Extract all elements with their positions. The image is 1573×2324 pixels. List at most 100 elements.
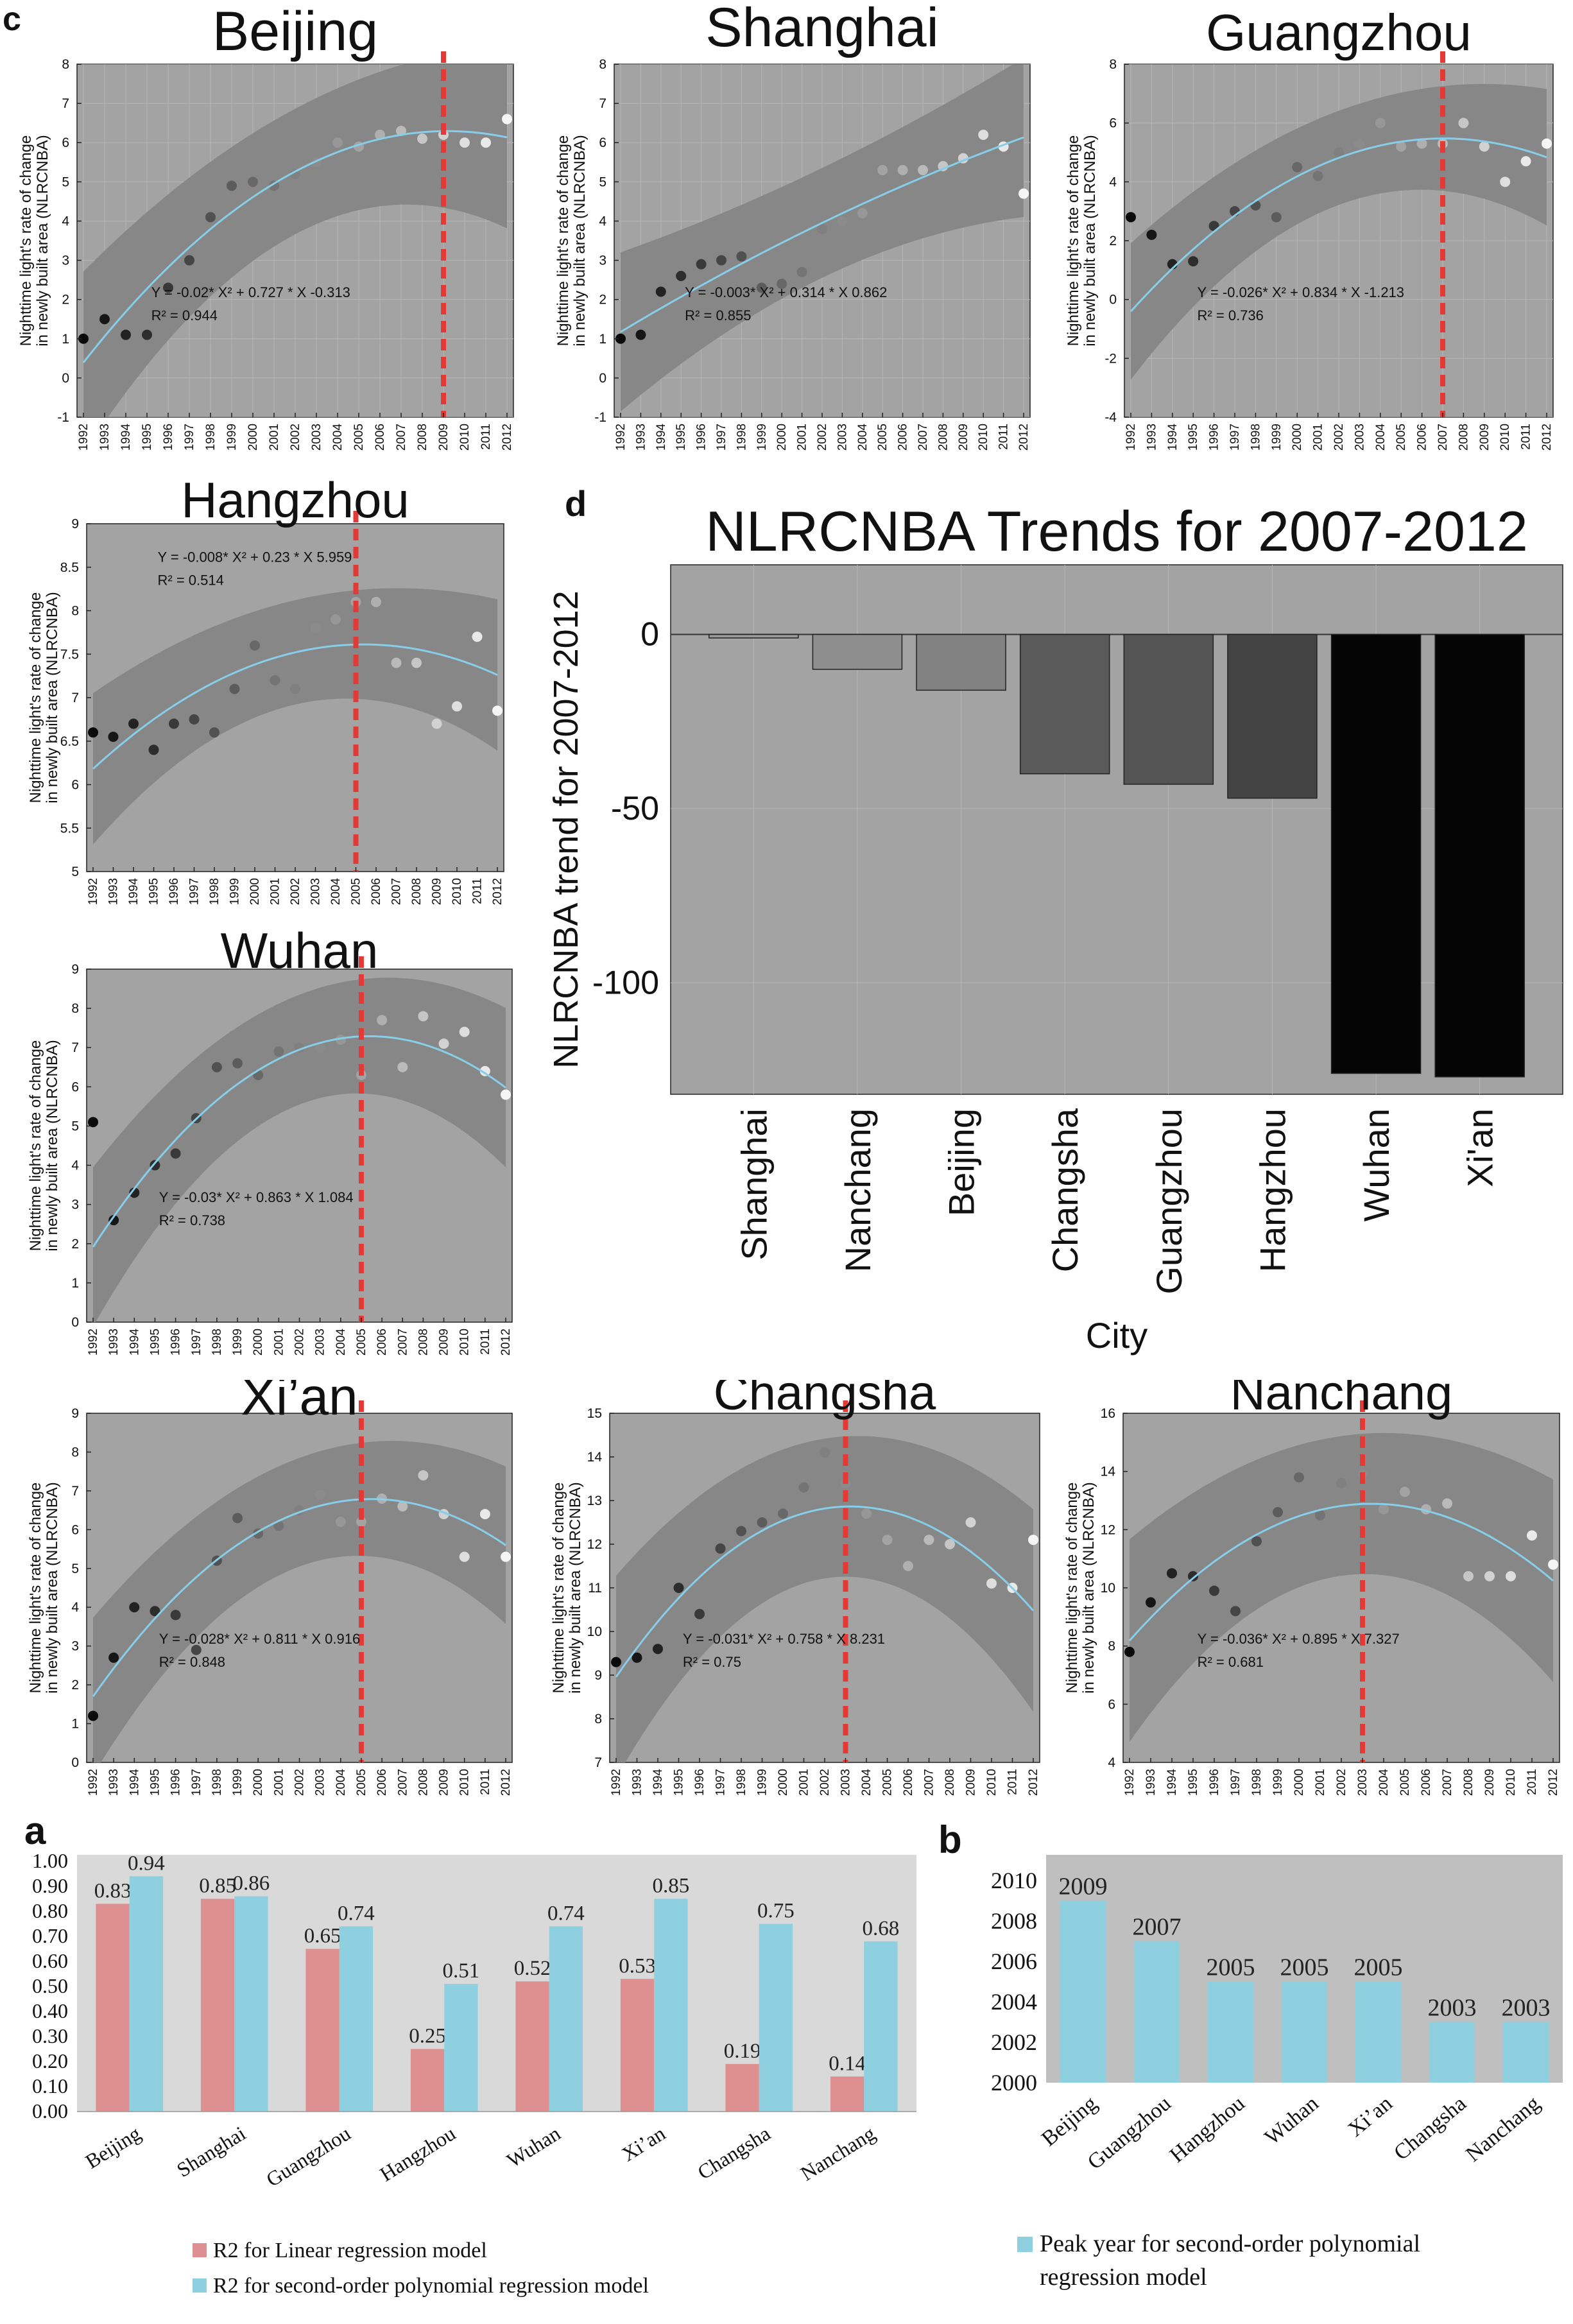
changsha-equation: Y = -0.031* X² + 0.758 * X 8.231 [683, 1631, 885, 1647]
hangzhou-x-tick-label: 1996 [168, 878, 181, 905]
nanchang-data-point [1167, 1568, 1177, 1579]
r2-data-label: 0.19 [724, 2040, 761, 2063]
beijing-data-point [227, 180, 237, 191]
shanghai-x-tick-label: 1997 [715, 424, 728, 451]
changsha-x-tick-label: 2011 [1006, 1769, 1020, 1795]
wuhan-y-tick-label: 3 [71, 1198, 79, 1212]
beijing-data-point [205, 212, 216, 223]
hangzhou-x-tick-label: 1998 [208, 878, 221, 905]
beijing-x-tick-label: 1997 [183, 424, 196, 451]
wuhan-equation: Y = -0.03* X² + 0.863 * X 1.084 [159, 1189, 354, 1205]
nanchang-data-point [1146, 1597, 1156, 1608]
hangzhou-x-tick-label: 2011 [471, 878, 485, 904]
changsha-data-point [757, 1517, 768, 1528]
xian-data-point [129, 1602, 140, 1613]
shanghai-x-tick-label: 1996 [695, 424, 709, 451]
guangzhou-plot-layer [1124, 64, 1553, 417]
r2-x-tick-label: Hangzhou [375, 2121, 460, 2185]
trends-bar [1330, 633, 1422, 1074]
shanghai-y-axis-label: Nighttime light's rate of change [554, 135, 572, 347]
changsha-data-point [1028, 1535, 1038, 1545]
r2-y-tick-label: 0.20 [32, 2049, 68, 2072]
xian-data-point [459, 1551, 470, 1562]
changsha-data-point [924, 1535, 934, 1545]
wuhan-data-point [211, 1062, 222, 1072]
trends-x-tick-label: Hangzhou [1252, 1108, 1293, 1272]
panel-letter-d: d [565, 483, 587, 524]
guangzhou-x-tick-label: 1993 [1145, 424, 1158, 451]
xian-y-axis-label: in newly built area (NLRCNBA) [44, 1482, 61, 1693]
hangzhou-y-tick-label: 6.5 [60, 734, 79, 749]
shanghai-y-axis-label: in newly built area (NLRCNBA) [571, 135, 589, 346]
shanghai-data-point [857, 208, 868, 219]
hangzhou-data-point [270, 675, 280, 685]
nanchang-x-tick-label: 2009 [1483, 1769, 1497, 1796]
hangzhou-x-tick-label: 2004 [329, 878, 343, 906]
r2-poly-bar [444, 1984, 478, 2112]
hangzhou-data-point [250, 640, 260, 651]
shanghai-data-point [635, 329, 646, 340]
shanghai-y-tick-label: 1 [599, 332, 606, 347]
peak-y-tick-label: 2006 [991, 1949, 1037, 1974]
wuhan-x-tick-label: 2001 [272, 1329, 286, 1356]
guangzhou-x-tick-label: 1994 [1166, 424, 1180, 451]
guangzhou-x-tick-label: 1995 [1187, 424, 1200, 451]
hangzhou-y-tick-label: 5 [71, 865, 79, 879]
nanchang-data-point [1273, 1507, 1283, 1518]
hangzhou-x-tick-label: 1994 [127, 878, 141, 906]
shanghai-y-tick-label: 8 [599, 57, 606, 72]
peak-x-tick-label: Beijing [1037, 2092, 1101, 2151]
r2-legend-label: R2 for second-order polynomial regressio… [213, 2274, 649, 2298]
r2-data-label: 0.94 [128, 1852, 165, 1875]
peak-data-label: 2007 [1133, 1914, 1182, 1941]
nanchang-data-point [1400, 1486, 1410, 1497]
peak-bar [1207, 1981, 1254, 2083]
nanchang-x-tick-label: 2003 [1356, 1769, 1370, 1796]
r2-data-label: 0.14 [829, 2052, 866, 2075]
hangzhou-x-tick-label: 2003 [309, 878, 323, 905]
r2-data-label: 0.85 [199, 1875, 236, 1898]
r2-data-label: 0.25 [409, 2025, 446, 2048]
wuhan-x-tick-label: 1993 [107, 1329, 121, 1356]
r2-data-label: 0.52 [514, 1957, 551, 1980]
guangzhou-x-tick-label: 2008 [1457, 424, 1470, 451]
guangzhou-data-point [1312, 171, 1323, 182]
changsha-x-tick-label: 2005 [881, 1769, 895, 1796]
beijing-y-tick-label: 3 [62, 254, 69, 268]
xian-y-axis-label: Nighttime light's rate of change [27, 1483, 44, 1694]
hangzhou-y-tick-label: 7.5 [60, 647, 79, 662]
shanghai-x-tick-label: 1994 [655, 424, 668, 451]
guangzhou-data-point [1354, 138, 1365, 149]
xian-x-tick-label: 1995 [148, 1769, 162, 1796]
hangzhou-x-tick-label: 2001 [269, 878, 282, 905]
beijing-x-tick-label: 2012 [501, 424, 514, 451]
wuhan-data-point [88, 1117, 98, 1128]
xian-x-tick-label: 1997 [190, 1769, 203, 1796]
beijing-x-tick-label: 2002 [289, 424, 302, 451]
beijing-fit-line [82, 130, 508, 363]
beijing-x-tick-label: 1992 [77, 424, 90, 451]
wuhan-data-point [129, 1187, 140, 1198]
guangzhou-x-tick-label: 2002 [1332, 424, 1346, 451]
xian-y-tick-label: 2 [71, 1678, 79, 1692]
panel-letter-a: a [24, 1809, 46, 1852]
changsha-x-tick-label: 1999 [756, 1769, 769, 1796]
beijing-x-tick-label: 2004 [331, 424, 345, 451]
beijing-x-tick-label: 2001 [268, 424, 281, 451]
trends-y-axis-label: NLRCNBA trend for 2007-2012 [547, 590, 585, 1068]
nanchang-x-tick-label: 1995 [1187, 1769, 1200, 1796]
peak-x-tick-label: Wuhan [1260, 2092, 1323, 2150]
changsha-y-axis-label: Nighttime light's rate of change [550, 1483, 567, 1694]
hangzhou-data-point [209, 727, 219, 738]
shanghai-y-tick-label: 7 [599, 96, 606, 111]
guangzhou-x-tick-label: 2004 [1374, 424, 1388, 451]
hangzhou-x-tick-label: 1995 [148, 878, 161, 905]
hangzhou-data-point [452, 701, 462, 712]
nanchang-y-tick-label: 10 [1101, 1581, 1115, 1596]
nanchang-x-tick-label: 1998 [1250, 1769, 1264, 1796]
hangzhou-data-point [148, 745, 159, 755]
trends-x-tick-label: Wuhan [1356, 1108, 1397, 1221]
trends-bar [1227, 633, 1318, 799]
shanghai-equation: Y = -0.003* X² + 0.314 * X 0.862 [685, 284, 887, 300]
